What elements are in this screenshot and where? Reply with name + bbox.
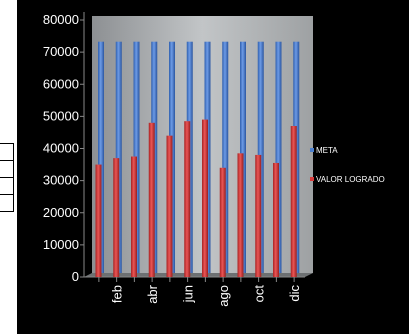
bar-valor-logrado xyxy=(273,162,279,277)
y-tick-label: 80000 xyxy=(43,12,79,27)
bar-valor-logrado xyxy=(95,164,102,277)
x-tick-label: feb xyxy=(110,285,125,303)
bar-valor-logrado xyxy=(131,156,137,277)
y-axis: 0 10000 20000 30000 40000 50000 60000 70000 8000… xyxy=(43,12,85,284)
bar-meta xyxy=(275,41,282,274)
bar-valor-logrado xyxy=(113,158,120,277)
legend: META VALOR LOGRADO xyxy=(310,146,385,184)
x-tick-label: dic xyxy=(287,285,302,302)
x-tick-label: abr xyxy=(145,284,160,303)
x-tick-label: oct xyxy=(252,285,267,303)
bar-valor-logrado xyxy=(184,121,191,277)
y-tick-label: 50000 xyxy=(43,108,79,123)
legend-label: META xyxy=(316,146,338,155)
y-tick-label: 0 xyxy=(72,269,79,284)
bar-meta xyxy=(115,41,122,274)
bar-meta xyxy=(222,41,229,274)
y-tick-label: 30000 xyxy=(43,173,79,188)
bar-valor-logrado xyxy=(148,122,155,277)
bar-valor-logrado xyxy=(237,153,244,277)
legend-swatch xyxy=(310,177,314,181)
bar-valor-logrado xyxy=(202,119,208,278)
bar-valor-logrado xyxy=(255,154,262,277)
bar-valor-logrado xyxy=(166,135,173,277)
legend-swatch xyxy=(310,148,314,152)
x-axis: feb abr jun ago oct dic xyxy=(84,276,305,307)
table-fragment-row xyxy=(0,160,14,178)
y-tick-label: 60000 xyxy=(43,76,79,91)
table-fragment-row xyxy=(0,194,14,212)
y-tick-label: 40000 xyxy=(43,141,79,156)
y-tick-label: 10000 xyxy=(43,237,79,252)
table-fragment-row xyxy=(0,177,14,195)
table-fragment xyxy=(0,143,14,212)
y-tick-label: 20000 xyxy=(43,205,79,220)
x-tick-label: jun xyxy=(181,285,196,303)
bar-valor-logrado xyxy=(219,167,226,277)
chart-panel: 0 10000 20000 30000 40000 50000 60000 70000 8000… xyxy=(17,0,409,334)
x-tick-label: ago xyxy=(216,285,231,307)
bar-meta xyxy=(98,41,104,274)
bar-valor-logrado xyxy=(290,126,297,277)
bar-chart: 0 10000 20000 30000 40000 50000 60000 70000 8000… xyxy=(43,12,385,307)
table-fragment-row xyxy=(0,143,14,161)
legend-label: VALOR LOGRADO xyxy=(316,175,385,184)
y-tick-label: 70000 xyxy=(43,44,79,59)
bars xyxy=(95,41,300,278)
